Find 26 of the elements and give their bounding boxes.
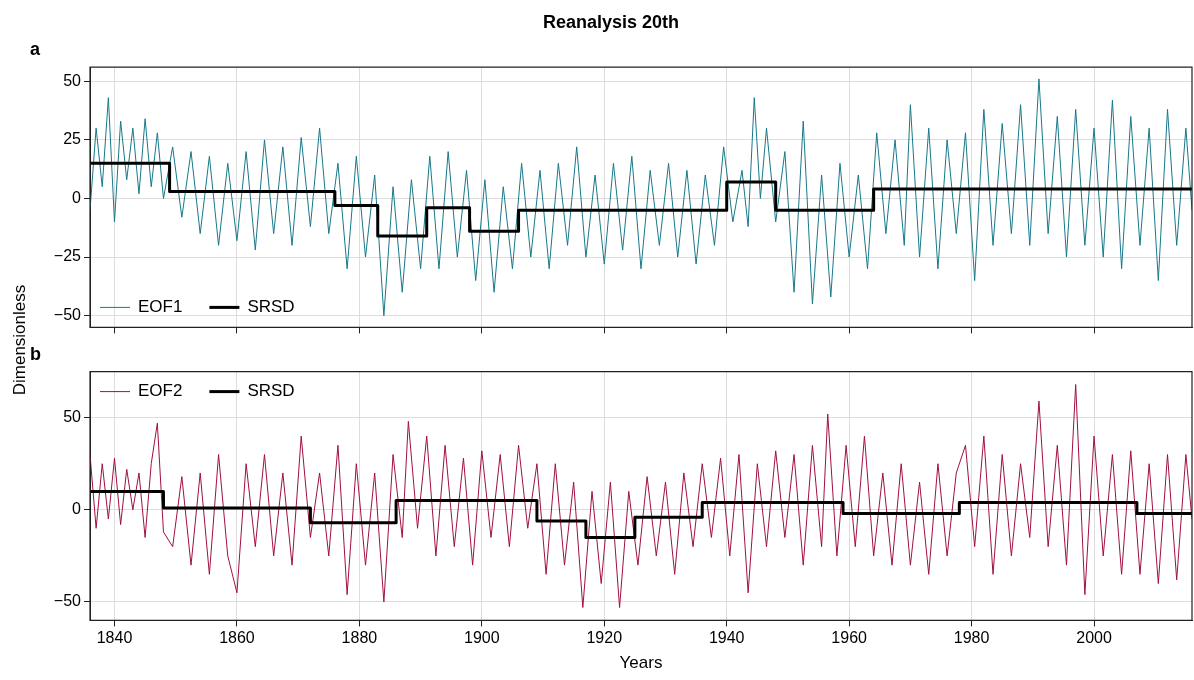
x-tick-label: 2000 [1076,629,1112,647]
y-tick-label: −50 [53,592,82,610]
y-tick-label: 0 [72,188,82,206]
x-axis-title: Years [619,653,663,673]
x-tick-label: 1940 [708,629,745,647]
y-tick-label: −25 [53,247,82,265]
x-tick-label: 1860 [219,629,255,647]
legend-label: SRSD [247,297,295,317]
x-tick-label: 1960 [831,629,868,647]
x-tick-label: 1840 [96,629,133,647]
y-tick-label: −50 [53,306,82,324]
chart-subtitle: a [30,39,41,60]
y-tick-label: 50 [63,71,82,89]
legend-label: SRSD [247,381,295,401]
y-axis-title: Dimensionless [10,283,30,398]
chart-title: Reanalysis 20th [542,11,680,32]
y-tick-label: 0 [72,500,82,518]
x-tick-label: 1920 [586,629,623,647]
x-tick-label: 1880 [341,629,378,647]
y-tick-label: 50 [63,408,82,426]
legend-label: EOF1 [138,297,183,317]
x-tick-label: 1980 [953,629,990,647]
chart-subtitle: b [30,343,41,364]
y-tick-label: 25 [63,130,82,148]
legend-label: EOF2 [138,381,183,401]
x-tick-label: 1900 [464,629,500,647]
